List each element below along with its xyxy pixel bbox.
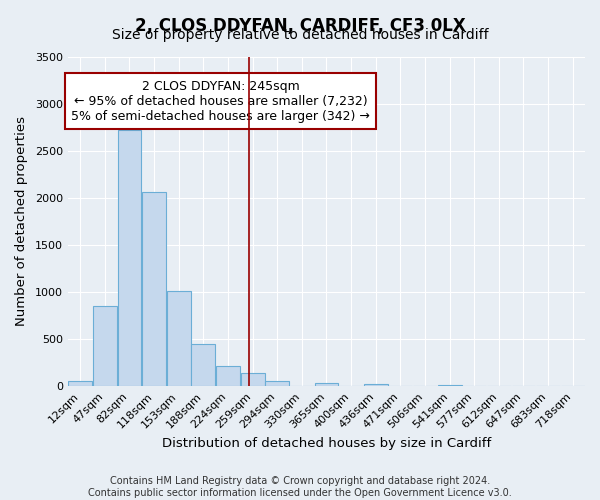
Text: 2, CLOS DDYFAN, CARDIFF, CF3 0LX: 2, CLOS DDYFAN, CARDIFF, CF3 0LX [134,18,466,36]
Bar [68,381,92,386]
Text: Size of property relative to detached houses in Cardiff: Size of property relative to detached ho… [112,28,488,42]
Bar [93,306,117,386]
Bar [314,384,338,386]
X-axis label: Distribution of detached houses by size in Cardiff: Distribution of detached houses by size … [162,437,491,450]
Text: Contains HM Land Registry data © Crown copyright and database right 2024.
Contai: Contains HM Land Registry data © Crown c… [88,476,512,498]
Bar [167,291,191,386]
Bar [191,344,215,386]
Bar [216,366,240,386]
Bar [118,130,142,386]
Bar [364,384,388,386]
Bar [142,192,166,386]
Bar [265,381,289,386]
Bar [241,373,265,386]
Text: 2 CLOS DDYFAN: 245sqm
← 95% of detached houses are smaller (7,232)
5% of semi-de: 2 CLOS DDYFAN: 245sqm ← 95% of detached … [71,80,370,122]
Y-axis label: Number of detached properties: Number of detached properties [15,116,28,326]
